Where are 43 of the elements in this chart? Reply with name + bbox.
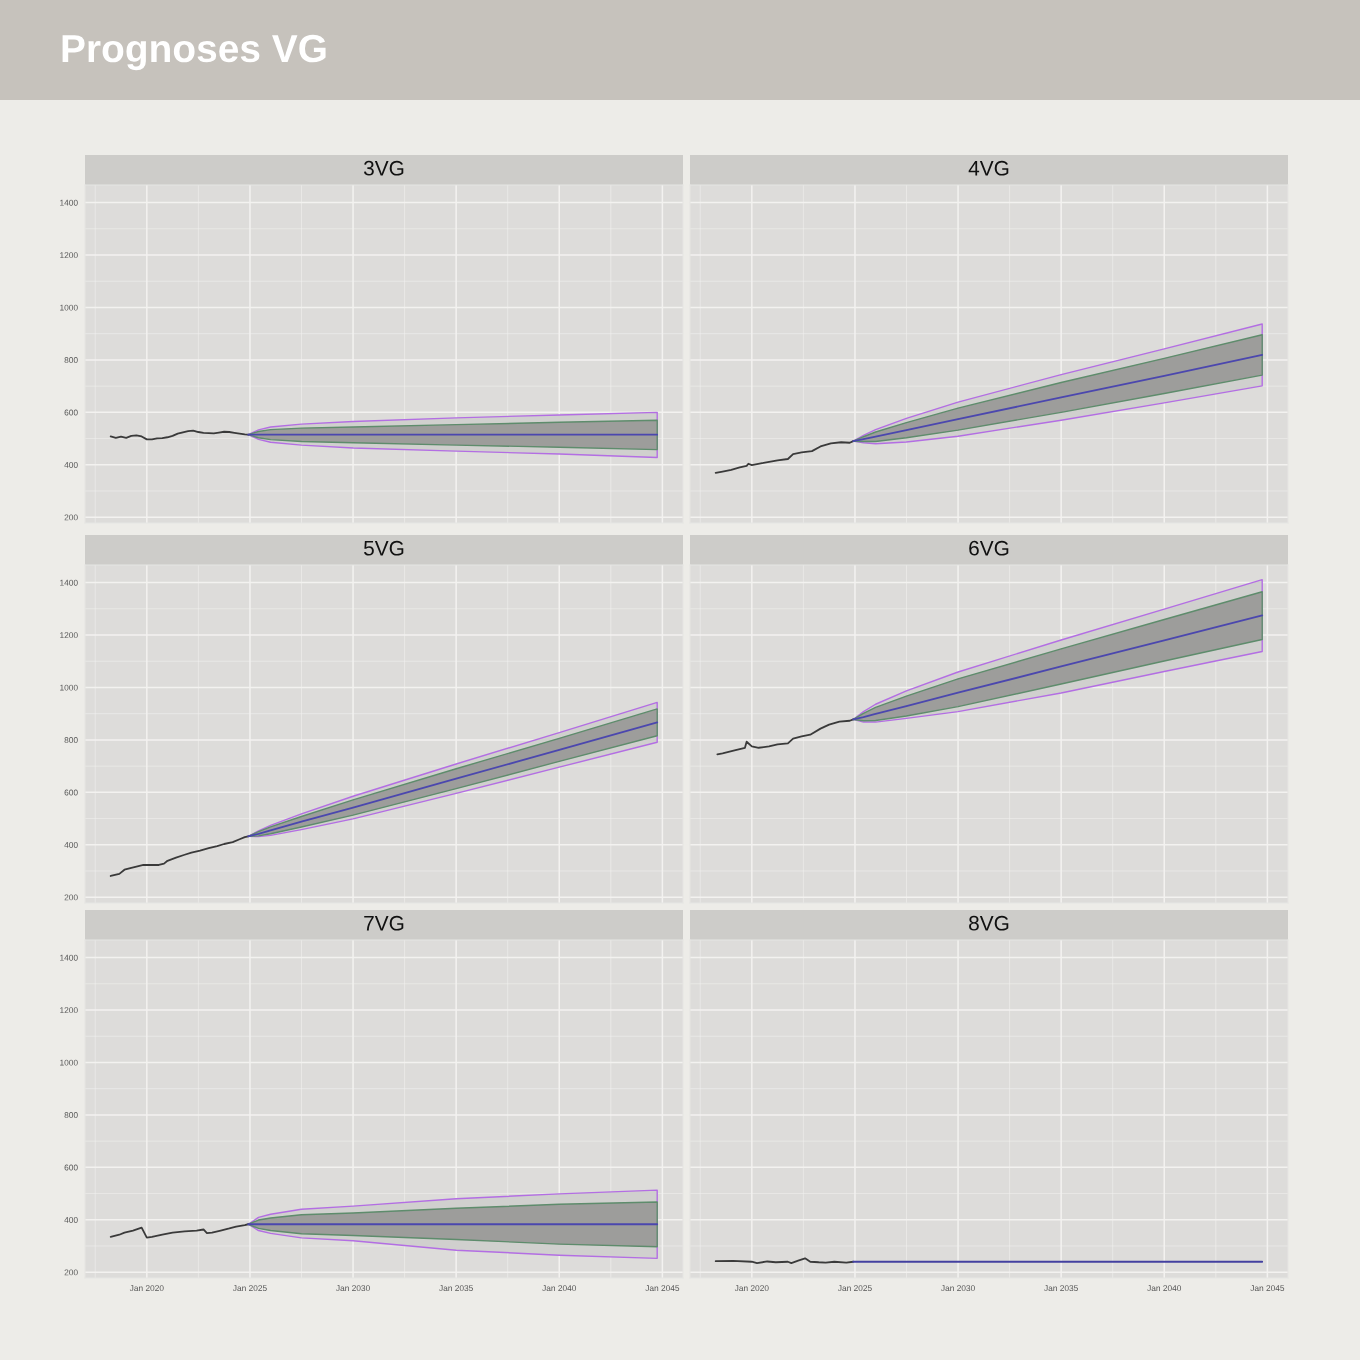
line-series	[109, 1223, 250, 1239]
y-tick-label: 1400	[60, 199, 78, 206]
x-tick-label: Jan 2030	[336, 1285, 370, 1292]
chart-title: 6VG	[969, 540, 1009, 556]
chart-title: 5VG	[363, 540, 404, 556]
y-tick-label: 600	[64, 1164, 78, 1171]
y-tick-label: 600	[64, 789, 78, 796]
y-tick-label: 1200	[60, 252, 78, 259]
chart-title: 7VG	[364, 915, 404, 931]
y-tick-label: 1400	[60, 579, 78, 586]
y-tick-label: 1000	[60, 304, 78, 311]
x-tick-label: Jan 2045	[1250, 1285, 1285, 1292]
chart-title: 4VG	[968, 160, 1009, 176]
y-tick-label: 200	[64, 894, 78, 901]
x-tick-label: Jan 2025	[837, 1285, 872, 1292]
y-tick-label: 1200	[60, 1007, 78, 1014]
y-tick-label: 800	[64, 357, 78, 363]
y-tick-label: 600	[64, 409, 78, 416]
y-tick-label: 1400	[60, 954, 78, 961]
y-tick-label: 200	[64, 514, 78, 521]
line-series	[109, 835, 250, 877]
chart-title: 3VG	[363, 160, 404, 176]
y-tick-label: 400	[64, 841, 78, 848]
x-tick-label: Jan 2035	[439, 1285, 473, 1292]
x-tick-label: Jan 2020	[734, 1285, 769, 1292]
chart-title: 8VG	[969, 915, 1009, 931]
x-tick-label: Jan 2040	[1147, 1285, 1182, 1292]
y-tick-label: 1000	[60, 684, 78, 691]
y-tick-label: 1000	[60, 1059, 78, 1066]
y-tick-label: 400	[64, 1216, 78, 1223]
x-tick-label: Jan 2030	[941, 1285, 975, 1292]
x-tick-label: Jan 2025	[232, 1285, 267, 1292]
y-tick-label: 1200	[60, 632, 78, 639]
text: Prognoses VG	[62, 34, 326, 71]
x-tick-label: Jan 2020	[129, 1285, 164, 1292]
y-tick-label: 800	[64, 1112, 78, 1118]
y-tick-label: 400	[64, 461, 78, 468]
x-tick-label: Jan 2035	[1044, 1285, 1078, 1292]
x-tick-label: Jan 2045	[645, 1285, 680, 1292]
x-tick-label: Jan 2040	[542, 1285, 577, 1292]
y-tick-label: 200	[64, 1269, 78, 1276]
y-tick-label: 800	[64, 737, 78, 743]
line-series	[109, 429, 250, 441]
